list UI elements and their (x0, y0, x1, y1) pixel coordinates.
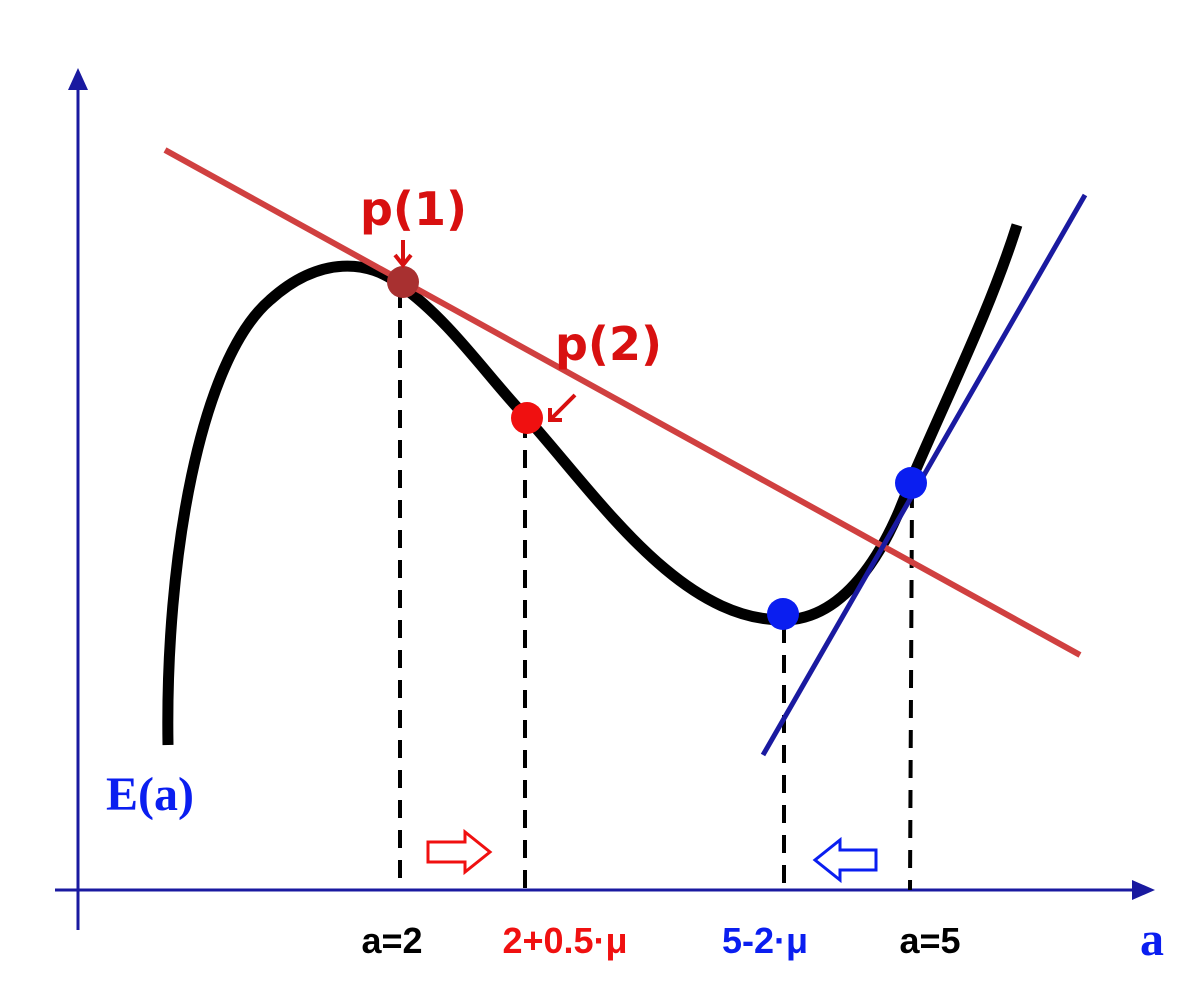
point-p1 (387, 266, 419, 298)
p1-arrow (393, 240, 413, 269)
right-arrow (426, 828, 493, 876)
label-a2: a=2 (361, 920, 422, 961)
point-p2 (511, 402, 543, 434)
x-axis-label: a (1140, 913, 1164, 966)
label-red-step: 2+0.5·μ (502, 920, 627, 961)
y-axis-label: E(a) (106, 768, 194, 821)
label-blue-step: 5-2·μ (722, 920, 808, 961)
handwritten-arrows (393, 240, 577, 422)
left-arrow (812, 836, 878, 884)
label-a5: a=5 (899, 920, 960, 961)
p1-label: p(1) (360, 182, 467, 236)
red-secant (163, 147, 1082, 658)
y-axis-arrow (68, 68, 88, 90)
point-min (767, 598, 799, 630)
dashed-guides (398, 290, 914, 891)
energy-curve (162, 223, 1023, 746)
guide (908, 489, 914, 891)
point-a5 (895, 467, 927, 499)
p2-arrow (548, 393, 577, 422)
x-axis-arrow (1132, 880, 1155, 900)
p2-label: p(2) (555, 317, 662, 371)
